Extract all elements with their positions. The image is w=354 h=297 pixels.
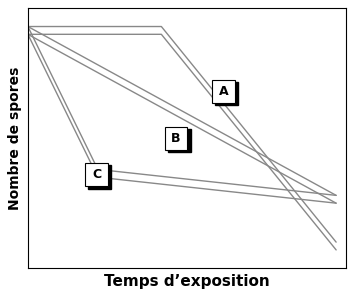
- FancyBboxPatch shape: [88, 165, 111, 189]
- FancyBboxPatch shape: [215, 82, 238, 105]
- FancyBboxPatch shape: [165, 127, 187, 150]
- FancyBboxPatch shape: [85, 163, 108, 186]
- Text: A: A: [219, 85, 228, 98]
- FancyBboxPatch shape: [168, 129, 190, 152]
- Text: B: B: [171, 132, 181, 145]
- Y-axis label: Nombre de spores: Nombre de spores: [8, 67, 22, 210]
- FancyBboxPatch shape: [212, 80, 235, 103]
- Text: C: C: [92, 168, 101, 181]
- X-axis label: Temps d’exposition: Temps d’exposition: [104, 274, 270, 289]
